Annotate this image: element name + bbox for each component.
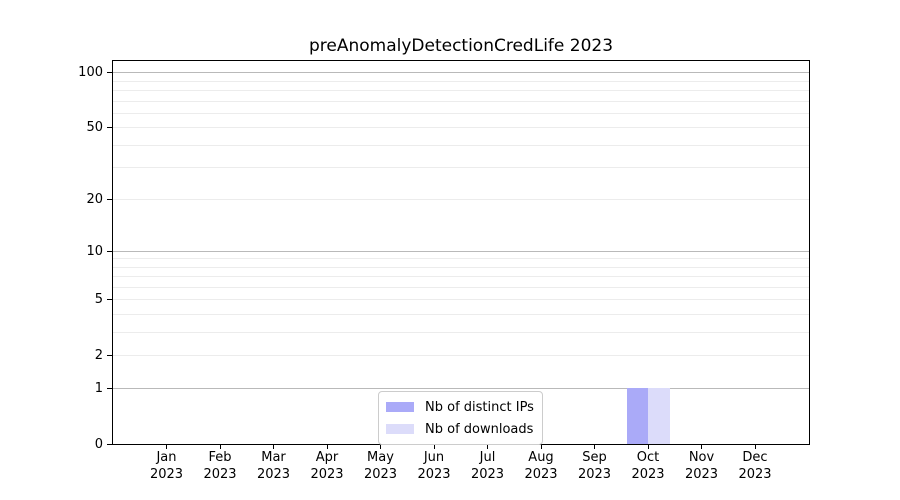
gridline-y-6-minor (113, 286, 809, 288)
legend-label: Nb of downloads (425, 421, 534, 437)
x-tick-year: 2023 (363, 466, 398, 482)
x-tick-month: Jan (156, 450, 177, 465)
x-tick-label-mar: Mar 2023 (242, 450, 306, 483)
gridline-y-90-minor (113, 80, 809, 82)
plot-area: Nb of distinct IPs Nb of downloads (112, 60, 810, 445)
x-tick-year: 2023 (631, 466, 665, 482)
y-tick-label-100: 100 (78, 65, 103, 81)
x-tick-month: Aug (528, 450, 554, 465)
y-tick-mark-50 (107, 127, 112, 129)
y-tick-label-1: 1 (94, 380, 103, 396)
x-tick-mark-may (380, 445, 381, 449)
x-tick-month: Mar (261, 450, 286, 465)
y-tick-label-5: 5 (94, 292, 103, 308)
x-tick-month: Nov (688, 450, 715, 465)
x-tick-mark-oct (647, 445, 649, 449)
x-tick-mark-jun (433, 445, 435, 449)
gridline-y-50-minor (113, 127, 809, 129)
x-tick-month: Jul (479, 450, 496, 465)
legend-swatch-icon (386, 424, 414, 434)
y-tick-mark-5 (107, 299, 112, 301)
y-tick-mark-10 (107, 250, 112, 252)
x-tick-year: 2023 (256, 466, 291, 482)
x-tick-mark-aug (540, 445, 542, 449)
gridline-y-20-minor (113, 198, 809, 200)
x-tick-mark-jan (166, 445, 167, 449)
y-tick-label-2: 2 (94, 348, 103, 364)
gridline-y-2-minor (113, 355, 809, 357)
gridline-y-30-minor (113, 167, 809, 169)
x-tick-mark-apr (326, 445, 328, 449)
x-tick-mark-mar (273, 445, 274, 449)
x-tick-mark-nov (701, 445, 702, 449)
x-tick-label-feb: Feb 2023 (188, 450, 252, 483)
y-tick-mark-100 (107, 72, 112, 74)
x-tick-year: 2023 (149, 466, 184, 482)
x-tick-year: 2023 (577, 466, 612, 482)
x-tick-label-oct: Oct 2023 (616, 450, 680, 483)
gridline-y-8-minor (113, 266, 809, 268)
y-tick-label-20: 20 (86, 191, 103, 207)
x-tick-month: Apr (315, 450, 339, 465)
x-tick-label-nov: Nov 2023 (670, 450, 734, 483)
gridline-y-40-minor (113, 144, 809, 146)
x-tick-label-may: May 2023 (349, 450, 413, 483)
x-tick-month: Sep (582, 450, 607, 465)
legend: Nb of distinct IPs Nb of downloads (378, 391, 543, 445)
x-tick-year: 2023 (203, 466, 237, 482)
gridline-y-3-minor (113, 332, 809, 333)
x-tick-label-sep: Sep 2023 (563, 450, 627, 483)
gridline-y-10-major (113, 250, 809, 252)
bar-oct-series-0 (626, 388, 648, 444)
x-tick-month: May (367, 450, 394, 465)
x-tick-year: 2023 (684, 466, 719, 482)
gridline-y-100-major (113, 72, 809, 74)
y-tick-label-10: 10 (86, 243, 103, 259)
x-tick-label-dec: Dec 2023 (723, 450, 787, 483)
x-tick-year: 2023 (310, 466, 344, 482)
chart-title: preAnomalyDetectionCredLife 2023 (308, 36, 614, 56)
y-tick-mark-1 (107, 387, 112, 389)
legend-row-1: Nb of downloads (386, 418, 534, 440)
bar-oct-series-1 (648, 388, 670, 444)
x-tick-mark-jul (487, 445, 488, 449)
x-tick-label-jun: Jun 2023 (402, 450, 466, 483)
gridline-y-80-minor (113, 90, 809, 92)
x-tick-month: Feb (208, 450, 232, 465)
x-tick-year: 2023 (524, 466, 558, 482)
x-tick-year: 2023 (738, 466, 772, 482)
y-tick-mark-20 (107, 198, 112, 200)
legend-swatch-icon (386, 402, 414, 412)
x-tick-year: 2023 (470, 466, 505, 482)
x-tick-month: Jun (423, 450, 445, 465)
y-tick-label-50: 50 (86, 120, 103, 136)
y-tick-mark-2 (107, 355, 112, 357)
x-tick-mark-dec (754, 445, 756, 449)
y-tick-label-0: 0 (94, 436, 103, 452)
x-tick-label-aug: Aug 2023 (509, 450, 573, 483)
x-tick-mark-feb (219, 445, 221, 449)
gridline-y-1-major (113, 387, 809, 389)
gridline-y-4-minor (113, 314, 809, 316)
y-tick-mark-0 (107, 443, 112, 445)
x-tick-label-apr: Apr 2023 (295, 450, 359, 483)
x-tick-month: Oct (636, 450, 660, 465)
gridline-y-7-minor (113, 276, 809, 278)
legend-row-0: Nb of distinct IPs (386, 396, 534, 418)
x-tick-year: 2023 (417, 466, 451, 482)
gridline-y-9-minor (113, 258, 809, 260)
legend-label: Nb of distinct IPs (425, 399, 534, 415)
x-tick-mark-sep (594, 445, 595, 449)
x-tick-label-jul: Jul 2023 (456, 450, 520, 483)
gridline-y-60-minor (113, 112, 809, 114)
x-tick-label-jan: Jan 2023 (135, 450, 199, 483)
x-tick-month: Dec (742, 450, 768, 465)
gridline-y-5-minor (113, 299, 809, 301)
gridline-y-70-minor (113, 100, 809, 102)
